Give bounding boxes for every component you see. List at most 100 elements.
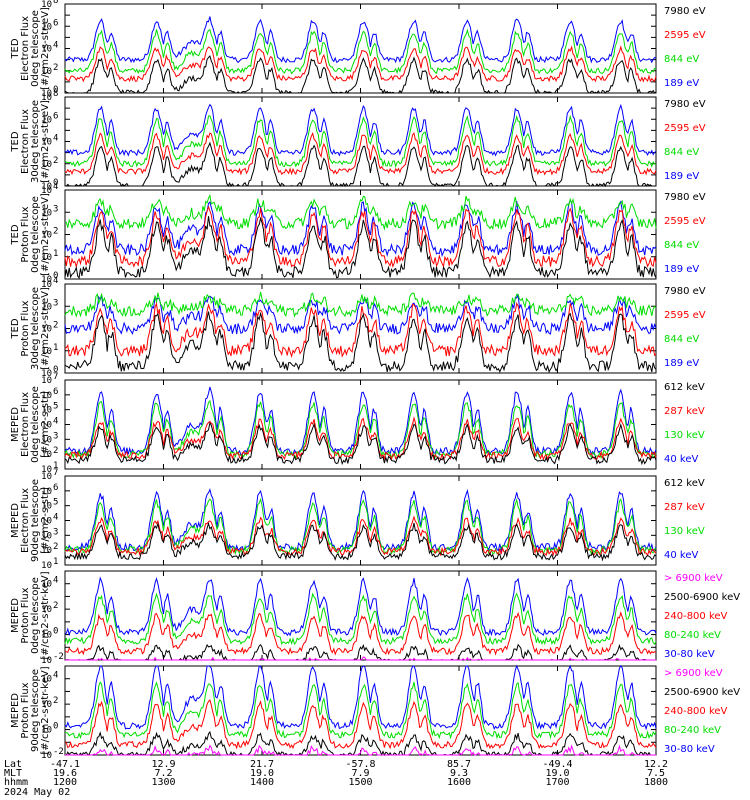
- y-axis-label-line: TED: [10, 131, 21, 152]
- y-tick-exponent: 8: [53, 89, 58, 99]
- y-axis-label: MEPED Proton Flux 0deg telescope [#/cm2-s-s…: [10, 571, 51, 659]
- y-tick-label: 10: [41, 186, 52, 196]
- y-tick-exponent: 3: [53, 298, 58, 308]
- bottom-mlt-value: 19.0: [250, 768, 274, 779]
- legend-item: 130 keV: [664, 430, 705, 441]
- bottom-hhmm-value: 1800: [644, 777, 668, 788]
- y-axis-label-line: Proton Flux: [20, 300, 31, 356]
- legend-item: 189 eV: [664, 171, 699, 182]
- y-axis-label-line: [#/cm2-s-str-eV]: [40, 100, 51, 183]
- legend-item: 844 eV: [664, 240, 699, 251]
- panel-frame: [64, 475, 657, 566]
- y-tick-label: 10: [41, 369, 52, 379]
- y-axis-label-line: 90deg telescope: [30, 669, 41, 752]
- series-green-trace: [64, 681, 657, 740]
- y-tick-exponent: 0: [53, 271, 58, 281]
- y-tick-exponent: 1: [53, 343, 58, 353]
- y-axis-label-line: Electron Flux: [20, 109, 31, 174]
- y-axis-label-line: [#/cm2-s-str]: [40, 391, 51, 458]
- y-axis-label-line: Proton Flux: [20, 587, 31, 643]
- y-axis-label-line: [#/cm2-s-str]: [40, 487, 51, 554]
- series-blue-trace: [64, 386, 657, 456]
- series-green-trace: [64, 193, 657, 231]
- y-tick-label: 10: [41, 67, 52, 77]
- bottom-hhmm-value: 1200: [53, 777, 77, 788]
- y-tick-label: 10: [41, 561, 52, 571]
- y-tick-exponent: 8: [53, 0, 58, 6]
- legend-item: 7980 eV: [664, 286, 706, 297]
- y-axis-label-line: TED: [10, 224, 21, 245]
- series-black-trace: [64, 311, 657, 374]
- bottom-hhmm-value: 1500: [348, 777, 372, 788]
- legend-item: 189 eV: [664, 358, 699, 369]
- bottom-mlt-value: 19.0: [545, 768, 569, 779]
- y-tick-exponent: 0: [53, 722, 58, 732]
- bottom-row-label: MLT: [4, 768, 22, 779]
- y-tick-label: 10: [41, 421, 52, 431]
- series-red-trace: [64, 301, 657, 359]
- y-tick-label: 10: [41, 465, 52, 475]
- y-axis-label-line: MEPED: [10, 598, 21, 633]
- y-tick-exponent: 7: [53, 372, 58, 382]
- legend-item: 2595 eV: [664, 123, 706, 134]
- series-blue-trace: [64, 16, 657, 64]
- y-axis-label-line: 0deg telescope: [30, 577, 41, 654]
- legend-item: 612 keV: [664, 478, 705, 489]
- y-tick-exponent: 1: [53, 461, 58, 471]
- bottom-row-label: hhmm: [4, 777, 28, 788]
- bottom-lat-value: 12.2: [644, 759, 668, 770]
- y-tick-label: 10: [41, 391, 52, 401]
- legend-item: 844 eV: [664, 54, 699, 65]
- y-tick-label: 10: [41, 182, 52, 192]
- y-tick-label: 10: [41, 302, 52, 312]
- panel-frame: [64, 3, 657, 94]
- series-black-trace: [64, 421, 657, 466]
- series-blue-trace: [64, 103, 657, 157]
- y-tick-exponent: 2: [53, 156, 58, 166]
- bottom-hhmm-value: 1600: [447, 777, 471, 788]
- legend-item: 130 keV: [664, 526, 705, 537]
- y-tick-exponent: -2: [53, 652, 64, 662]
- y-tick-label: 10: [41, 275, 52, 285]
- y-axis-label-line: MEPED: [10, 407, 21, 442]
- y-tick-exponent: 0: [53, 85, 58, 95]
- legend-item: 2595 eV: [664, 216, 706, 227]
- y-tick-label: 10: [41, 531, 52, 541]
- series-blue-trace: [64, 488, 657, 553]
- y-tick-label: 10: [41, 406, 52, 416]
- y-tick-exponent: 4: [53, 182, 58, 192]
- y-tick-label: 10: [41, 751, 52, 761]
- y-axis-label-line: Electron Flux: [20, 488, 31, 553]
- y-tick-label: 10: [41, 160, 52, 170]
- y-tick-label: 10: [41, 472, 52, 482]
- y-tick-exponent: 0: [53, 627, 58, 637]
- bottom-hhmm-value: 1700: [545, 777, 569, 788]
- y-tick-exponent: 6: [53, 387, 58, 397]
- y-tick-label: 10: [41, 280, 52, 290]
- y-tick-label: 10: [41, 325, 52, 335]
- y-tick-exponent: 7: [53, 468, 58, 478]
- y-tick-label: 10: [41, 115, 52, 125]
- y-tick-label: 10: [41, 376, 52, 386]
- y-tick-exponent: 5: [53, 402, 58, 412]
- y-tick-label: 10: [41, 605, 52, 615]
- y-tick-label: 10: [41, 502, 52, 512]
- y-axis-label-line: 0deg telescope: [30, 196, 41, 273]
- legend-item: 2595 eV: [664, 310, 706, 321]
- series-red-trace: [64, 610, 657, 656]
- legend-item: 240-800 keV: [664, 706, 728, 717]
- y-tick-exponent: 6: [53, 18, 58, 28]
- y-tick-exponent: 3: [53, 204, 58, 214]
- legend-item: 7980 eV: [664, 6, 706, 17]
- y-tick-exponent: 2: [53, 601, 58, 611]
- series-red-trace: [64, 699, 657, 750]
- y-tick-label: 10: [41, 253, 52, 263]
- series-green-trace: [64, 291, 657, 318]
- bottom-mlt-value: 7.9: [351, 768, 369, 779]
- bottom-lat-value: 12.9: [151, 759, 175, 770]
- y-tick-exponent: 4: [53, 671, 58, 681]
- series-blue-trace: [64, 576, 657, 637]
- legend-item: 30-80 keV: [664, 649, 715, 660]
